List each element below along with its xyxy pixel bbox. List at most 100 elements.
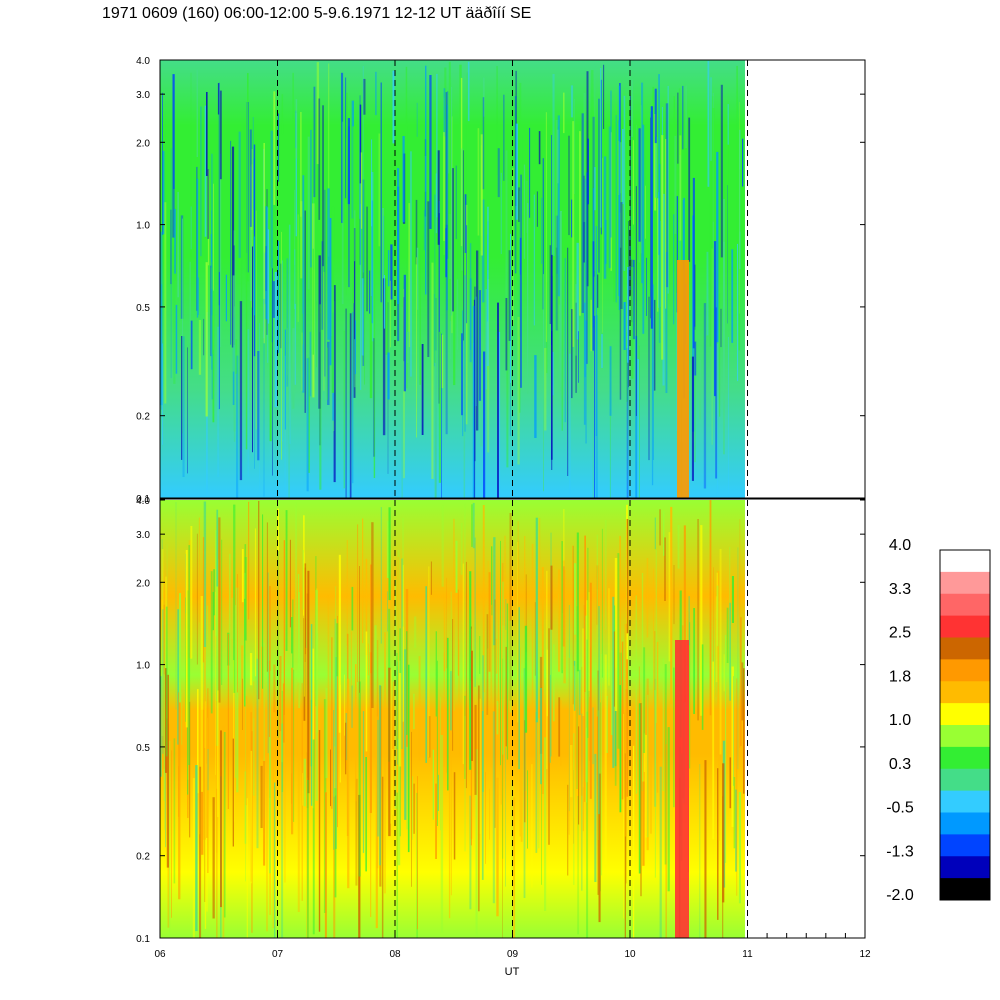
top-streak — [189, 261, 191, 344]
bottom-streak — [291, 617, 293, 654]
top-streak — [181, 336, 183, 460]
top-streak — [313, 193, 315, 270]
bottom-streak — [365, 631, 368, 752]
bottom-streak — [199, 761, 201, 835]
bottom-streak — [481, 711, 484, 880]
top-streak — [710, 77, 712, 161]
bottom-streak — [740, 617, 742, 746]
bottom-streak — [162, 609, 164, 754]
bottom-streak — [216, 559, 219, 746]
bottom-streak — [425, 586, 427, 763]
bottom-streak — [293, 669, 295, 822]
top-streak — [738, 295, 741, 351]
bottom-streak — [479, 636, 481, 674]
top-streak — [497, 148, 500, 198]
x-tick-label: 06 — [154, 949, 166, 960]
bottom-streak — [471, 504, 473, 547]
top-streak — [661, 135, 664, 360]
bottom-streak — [163, 674, 165, 801]
top-streak — [720, 84, 723, 258]
bottom-streak — [171, 750, 172, 918]
top-streak — [652, 284, 654, 460]
top-streak — [354, 320, 356, 375]
bottom-streak — [656, 641, 659, 793]
top-streak — [498, 331, 501, 498]
bottom-streak — [582, 628, 585, 716]
top-streak — [204, 105, 207, 237]
bottom-streak — [731, 666, 734, 827]
bottom-streak — [256, 658, 259, 849]
top-streak — [190, 206, 192, 250]
bottom-streak — [165, 576, 167, 748]
colorbar-label: -1.3 — [886, 843, 914, 860]
bottom-streak — [697, 519, 699, 721]
bottom-streak — [450, 673, 452, 896]
bottom-streak — [178, 692, 181, 900]
bottom-streak — [662, 658, 664, 792]
top-streak — [645, 155, 646, 186]
top-streak — [257, 351, 260, 461]
top-streak — [485, 289, 488, 390]
top-streak — [592, 241, 595, 351]
colorbar-swatch — [940, 550, 990, 573]
bottom-streak — [577, 795, 579, 935]
top-streak — [626, 332, 628, 402]
bottom-streak — [369, 652, 372, 813]
bottom-streak — [573, 660, 576, 711]
top-streak — [660, 221, 661, 307]
colorbar-swatch — [940, 790, 990, 813]
top-streak — [359, 104, 362, 184]
bottom-streak — [344, 674, 345, 736]
top-streak — [453, 263, 456, 386]
bottom-streak — [324, 792, 327, 938]
top-streak — [452, 168, 454, 312]
top-streak — [364, 284, 365, 385]
top-streak — [419, 243, 421, 385]
bottom-streak — [430, 561, 432, 595]
top-streak — [544, 348, 547, 431]
bottom-streak — [585, 615, 588, 783]
bottom-streak — [596, 534, 598, 717]
bottom-streak — [216, 788, 218, 938]
top-streak — [476, 250, 479, 431]
top-streak — [658, 74, 660, 255]
bottom-streak — [655, 549, 657, 724]
bottom-streak — [600, 653, 603, 876]
top-streak — [247, 73, 249, 282]
top-streak — [519, 82, 522, 238]
top-streak — [594, 315, 595, 498]
top-streak — [371, 139, 373, 227]
top-streak — [568, 135, 570, 236]
bottom-streak — [621, 641, 624, 800]
top-streak — [619, 193, 622, 400]
colorbar-swatch — [940, 703, 990, 726]
top-streak — [212, 290, 215, 423]
top-streak — [341, 72, 344, 223]
top-streak — [373, 338, 375, 457]
top-streak — [387, 352, 390, 400]
bottom-streak — [726, 607, 729, 663]
top-streak — [345, 138, 347, 296]
top-streak — [673, 96, 675, 272]
bottom-streak — [441, 505, 444, 587]
top-streak — [455, 165, 457, 240]
bottom-streak — [199, 766, 202, 938]
top-streak — [556, 129, 559, 184]
top-streak — [586, 172, 588, 364]
bottom-streak — [610, 678, 614, 735]
top-streak — [235, 339, 238, 374]
top-streak — [217, 83, 220, 115]
bottom-streak — [573, 733, 575, 885]
top-streak — [280, 263, 282, 349]
bottom-streak — [436, 660, 438, 826]
colorbar-swatch — [940, 856, 990, 879]
top-streak — [213, 183, 214, 350]
colorbar-swatch — [940, 768, 990, 792]
top-streak — [272, 281, 275, 318]
bottom-streak — [254, 528, 257, 677]
top-streak — [175, 304, 178, 374]
top-streak — [383, 275, 385, 329]
top-streak — [648, 296, 650, 461]
top-streak — [585, 320, 587, 444]
bottom-streak — [611, 650, 613, 691]
